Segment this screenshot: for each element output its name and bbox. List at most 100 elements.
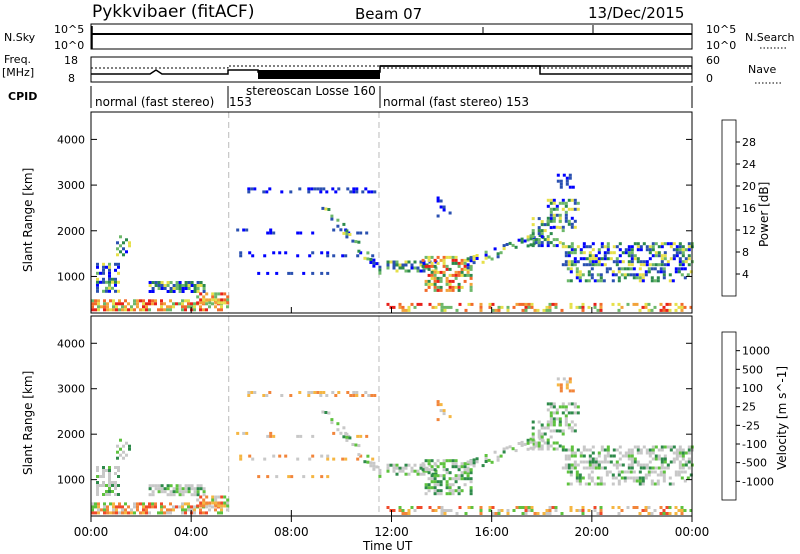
velocity-cell [451,492,455,496]
power-cell [645,248,649,252]
velocity-cell [641,509,645,512]
power-cell [496,252,500,256]
power-cell [681,248,685,252]
velocity-cell [540,444,544,448]
velocity-cell [641,479,645,483]
power-cell [533,308,537,312]
power-cell [599,279,603,283]
velocity-cell [247,394,251,397]
power-cell [546,204,550,208]
velocity-cell [529,446,533,450]
power-cell [575,270,579,274]
power-cell [657,245,661,249]
velocity-cell [445,480,449,484]
velocity-cell [205,495,209,499]
velocity-cell [187,490,191,494]
power-cell [169,281,173,284]
power-cell [434,305,438,309]
velocity-cell [597,466,601,470]
velocity-cell [570,466,574,470]
velocity-cell [178,487,182,491]
power-cell [413,260,417,264]
power-cell [184,287,188,290]
power-cell [514,245,518,249]
power-cell [166,290,170,293]
velocity-cell [97,508,100,512]
power-cell [346,187,350,191]
power-cell [460,273,464,277]
velocity-cell [466,462,470,466]
power-cell [659,270,663,274]
power-cell [630,245,634,249]
power-cell [94,308,97,312]
velocity-cell [559,386,563,390]
velocity-cell [466,477,470,481]
velocity-cell [684,463,688,467]
velocity-cell [530,509,534,512]
velocity-cell [214,508,217,512]
velocity-cell [578,482,582,486]
velocity-cell [211,505,214,509]
power-cell [114,289,117,293]
power-cell [122,247,125,251]
velocity-cell [596,476,600,480]
cpid-segment-1: normal (fast stereo) [95,95,214,109]
velocity-cell [588,457,592,461]
power-cell [582,251,586,255]
power-cell [636,260,640,264]
power-cell [546,223,550,227]
power-cell [677,305,681,309]
velocity-cell [599,479,603,483]
power-cell [217,292,221,296]
power-cell [433,276,437,280]
power-cell [554,305,558,309]
velocity-cell [136,505,139,509]
power-cell [618,242,622,246]
power-cell [680,302,684,306]
velocity-cell [330,418,334,422]
power-cell [105,286,108,290]
velocity-cell [457,465,461,469]
velocity-cell [638,470,642,474]
velocity-cell [148,493,152,497]
velocity-cell [564,466,568,470]
velocity-cell [348,436,352,440]
power-cell [675,245,679,249]
velocity-cell [463,462,467,466]
velocity-cell [612,448,616,452]
velocity-cell [621,454,625,458]
power-cell [472,258,476,262]
velocity-cell [268,391,272,394]
power-cell [569,305,573,309]
power-cell [511,243,515,247]
power-cell [590,267,594,271]
power-cell [627,248,631,252]
power-cell [620,273,624,277]
power-cell [463,258,467,262]
power-cell [436,276,440,280]
velocity-cell [220,501,224,505]
power-cell [612,245,616,249]
power-cell [582,263,586,267]
power-ytick-label: 3000 [57,179,85,192]
power-cell [407,260,411,264]
velocity-cell [573,423,577,427]
power-cell [407,308,411,312]
power-cell [588,260,592,264]
velocity-cell [680,476,684,480]
power-cell [181,308,184,312]
power-cell [424,288,428,292]
velocity-cell [636,460,640,464]
power-cell [208,298,212,302]
velocity-cell [579,460,583,464]
velocity-cell [205,511,208,515]
power-cell [641,273,645,277]
velocity-cell [687,460,691,464]
velocity-cell [469,477,473,481]
power-cell [687,248,691,252]
power-cell [202,298,206,302]
power-cell [448,279,452,283]
velocity-cell [549,417,553,421]
velocity-cell [119,447,122,451]
